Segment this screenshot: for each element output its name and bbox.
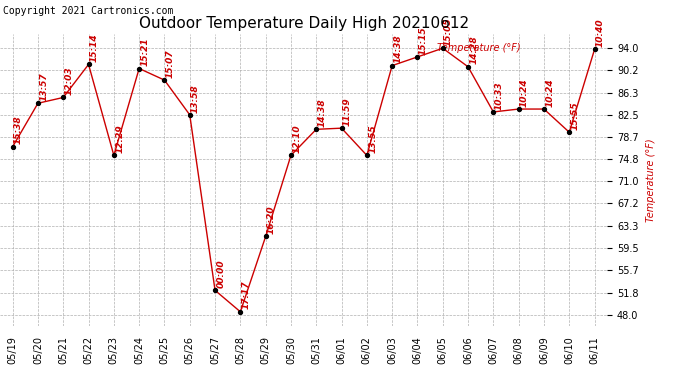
- Text: Copyright 2021 Cartronics.com: Copyright 2021 Cartronics.com: [3, 6, 174, 16]
- Text: 13:57: 13:57: [39, 72, 48, 101]
- Text: 14:38: 14:38: [317, 98, 326, 127]
- Text: 14:38: 14:38: [393, 34, 402, 63]
- Point: [462, 64, 473, 70]
- Text: 15:15: 15:15: [419, 26, 428, 55]
- Y-axis label: Temperature (°F): Temperature (°F): [646, 138, 656, 222]
- Text: 11:59: 11:59: [343, 97, 352, 126]
- Text: 14:28: 14:28: [469, 36, 478, 64]
- Title: Outdoor Temperature Daily High 20210612: Outdoor Temperature Daily High 20210612: [139, 16, 469, 31]
- Text: 10:24: 10:24: [520, 78, 529, 107]
- Text: 10:40: 10:40: [596, 18, 605, 47]
- Point: [488, 109, 499, 115]
- Text: 15:05: 15:05: [444, 17, 453, 46]
- Point: [513, 106, 524, 112]
- Text: 15:21: 15:21: [141, 38, 150, 66]
- Point: [134, 66, 145, 72]
- Text: 10:33: 10:33: [495, 81, 504, 110]
- Text: 15:38: 15:38: [14, 116, 23, 144]
- Text: 15:14: 15:14: [90, 33, 99, 62]
- Point: [286, 152, 297, 158]
- Text: 15:07: 15:07: [166, 49, 175, 78]
- Text: 15:55: 15:55: [571, 101, 580, 130]
- Point: [210, 287, 221, 293]
- Point: [58, 94, 69, 100]
- Point: [564, 129, 575, 135]
- Text: 13:58: 13:58: [191, 84, 200, 112]
- Point: [184, 112, 195, 118]
- Text: Temperature (°F): Temperature (°F): [437, 42, 521, 52]
- Point: [336, 125, 347, 131]
- Point: [235, 309, 246, 315]
- Text: 13:55: 13:55: [368, 124, 377, 153]
- Point: [437, 45, 448, 51]
- Text: 16:20: 16:20: [267, 206, 276, 234]
- Point: [310, 126, 322, 132]
- Point: [386, 63, 397, 69]
- Point: [159, 77, 170, 83]
- Text: 17:17: 17:17: [241, 281, 250, 309]
- Point: [108, 152, 119, 158]
- Text: 00:00: 00:00: [217, 260, 226, 288]
- Point: [589, 46, 600, 53]
- Point: [7, 144, 18, 150]
- Point: [32, 100, 43, 106]
- Point: [538, 106, 549, 112]
- Point: [362, 152, 373, 158]
- Point: [412, 54, 423, 60]
- Text: 12:03: 12:03: [65, 66, 74, 95]
- Point: [83, 62, 94, 68]
- Text: 12:10: 12:10: [293, 124, 302, 153]
- Text: 10:24: 10:24: [545, 78, 554, 107]
- Point: [260, 234, 271, 240]
- Text: 12:29: 12:29: [115, 124, 124, 153]
